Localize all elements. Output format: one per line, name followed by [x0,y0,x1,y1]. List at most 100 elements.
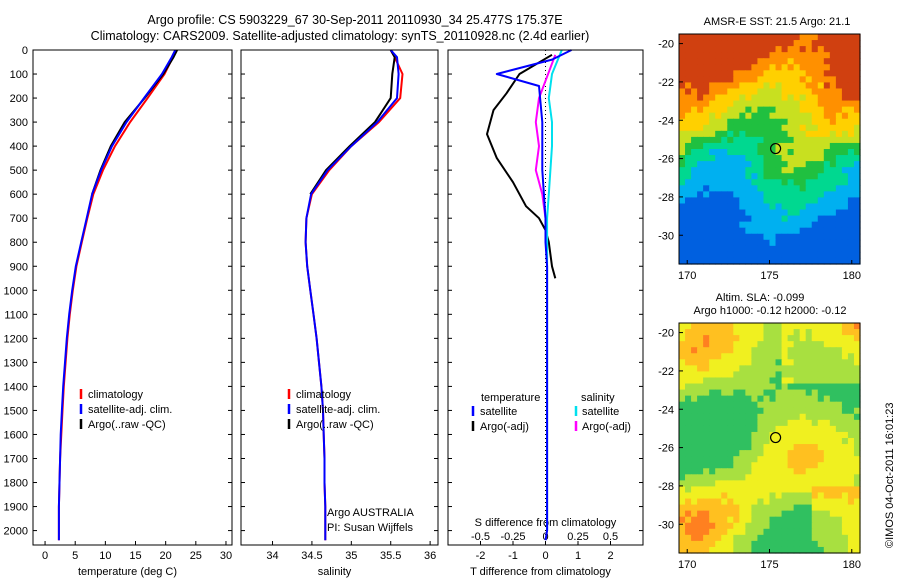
map-cell [805,136,813,144]
map-cell [769,52,777,59]
map-cell [847,456,855,463]
map-cell [811,94,819,102]
argo-location-marker [769,142,782,155]
map-cell [811,197,819,205]
map-cell [829,534,837,542]
map-cell [817,233,825,241]
map-cell [823,510,831,518]
map-cell [853,106,861,114]
map-cell [787,468,795,475]
map-cell [751,64,759,71]
map-cell [847,474,855,481]
map-cell [853,40,861,47]
map-cell [733,504,740,512]
map-cell [841,534,849,542]
map-cell [709,462,716,469]
map-cell [703,462,710,469]
map-cell [853,203,861,211]
map-cell [793,438,801,445]
map-cell [685,191,692,199]
map-cell [817,245,825,253]
map-cell [847,173,855,180]
map-cell [739,335,746,342]
map-cell [727,468,734,475]
map-cell [751,76,759,84]
series-line [534,54,557,219]
map-cell [739,516,746,524]
map-cell [697,76,704,84]
map-cell [781,191,789,199]
map-cell [805,462,813,469]
map-cell [757,444,765,451]
map-cell [745,88,752,96]
map-cell [841,136,849,144]
map-cell [799,130,807,138]
map-cell [811,82,819,90]
map-cell [763,359,771,366]
map-cell [841,40,849,47]
map-cell [829,209,837,217]
map-cell [805,401,813,409]
map-cell [733,124,740,132]
map-cell [745,112,752,120]
map-cell [775,498,783,506]
map-cell [727,203,734,211]
map-cell [727,76,734,84]
map-cell [763,185,771,192]
map-cell [715,227,722,235]
map-cell [715,88,722,96]
map-cell [835,251,843,259]
map-cell [781,413,789,421]
map-cell [841,462,849,469]
map-cell [745,64,752,71]
map-cell [829,431,837,439]
map-cell [721,112,728,120]
map-cell [745,197,752,205]
map-cell [703,431,710,439]
map-cell [853,191,861,199]
map-cell [793,546,801,554]
map-cell [733,221,740,229]
map-cell [757,167,765,174]
map-cell [721,203,728,211]
map-y-tick-label: -20 [658,328,674,340]
map-cell [709,46,716,53]
map-cell [727,46,734,53]
map-cell [799,197,807,205]
map-cell [709,528,716,536]
map-cell [721,401,728,409]
map-cell [745,221,752,229]
map-cell [739,347,746,354]
map-cell [739,413,746,421]
map-cell [853,58,861,65]
map-cell [727,136,734,144]
map-cell [703,438,710,445]
map-cell [817,76,825,84]
map-cell [691,40,698,47]
map-cell [817,142,825,150]
map-cell [811,185,819,192]
map-cell [721,40,728,47]
map-cell [721,167,728,174]
map-cell [823,34,831,41]
map-cell [829,540,837,548]
map-cell [679,58,686,65]
map-cell [685,522,692,530]
map-cell [811,233,819,241]
x-tick-label: 36 [424,550,436,562]
map-cell [811,227,819,235]
depth-tick-label: 1700 [4,453,28,465]
map-cell [823,474,831,481]
map-cell [685,480,692,488]
map-cell [841,474,849,481]
map-cell [703,161,710,168]
map-cell [793,504,801,512]
map-cell [805,498,813,506]
series-line [304,49,400,541]
map-cell [775,173,783,180]
map-cell [715,546,722,554]
map-cell [685,185,692,192]
map-cell [691,106,698,114]
map-cell [823,540,831,548]
map-cell [847,335,855,342]
